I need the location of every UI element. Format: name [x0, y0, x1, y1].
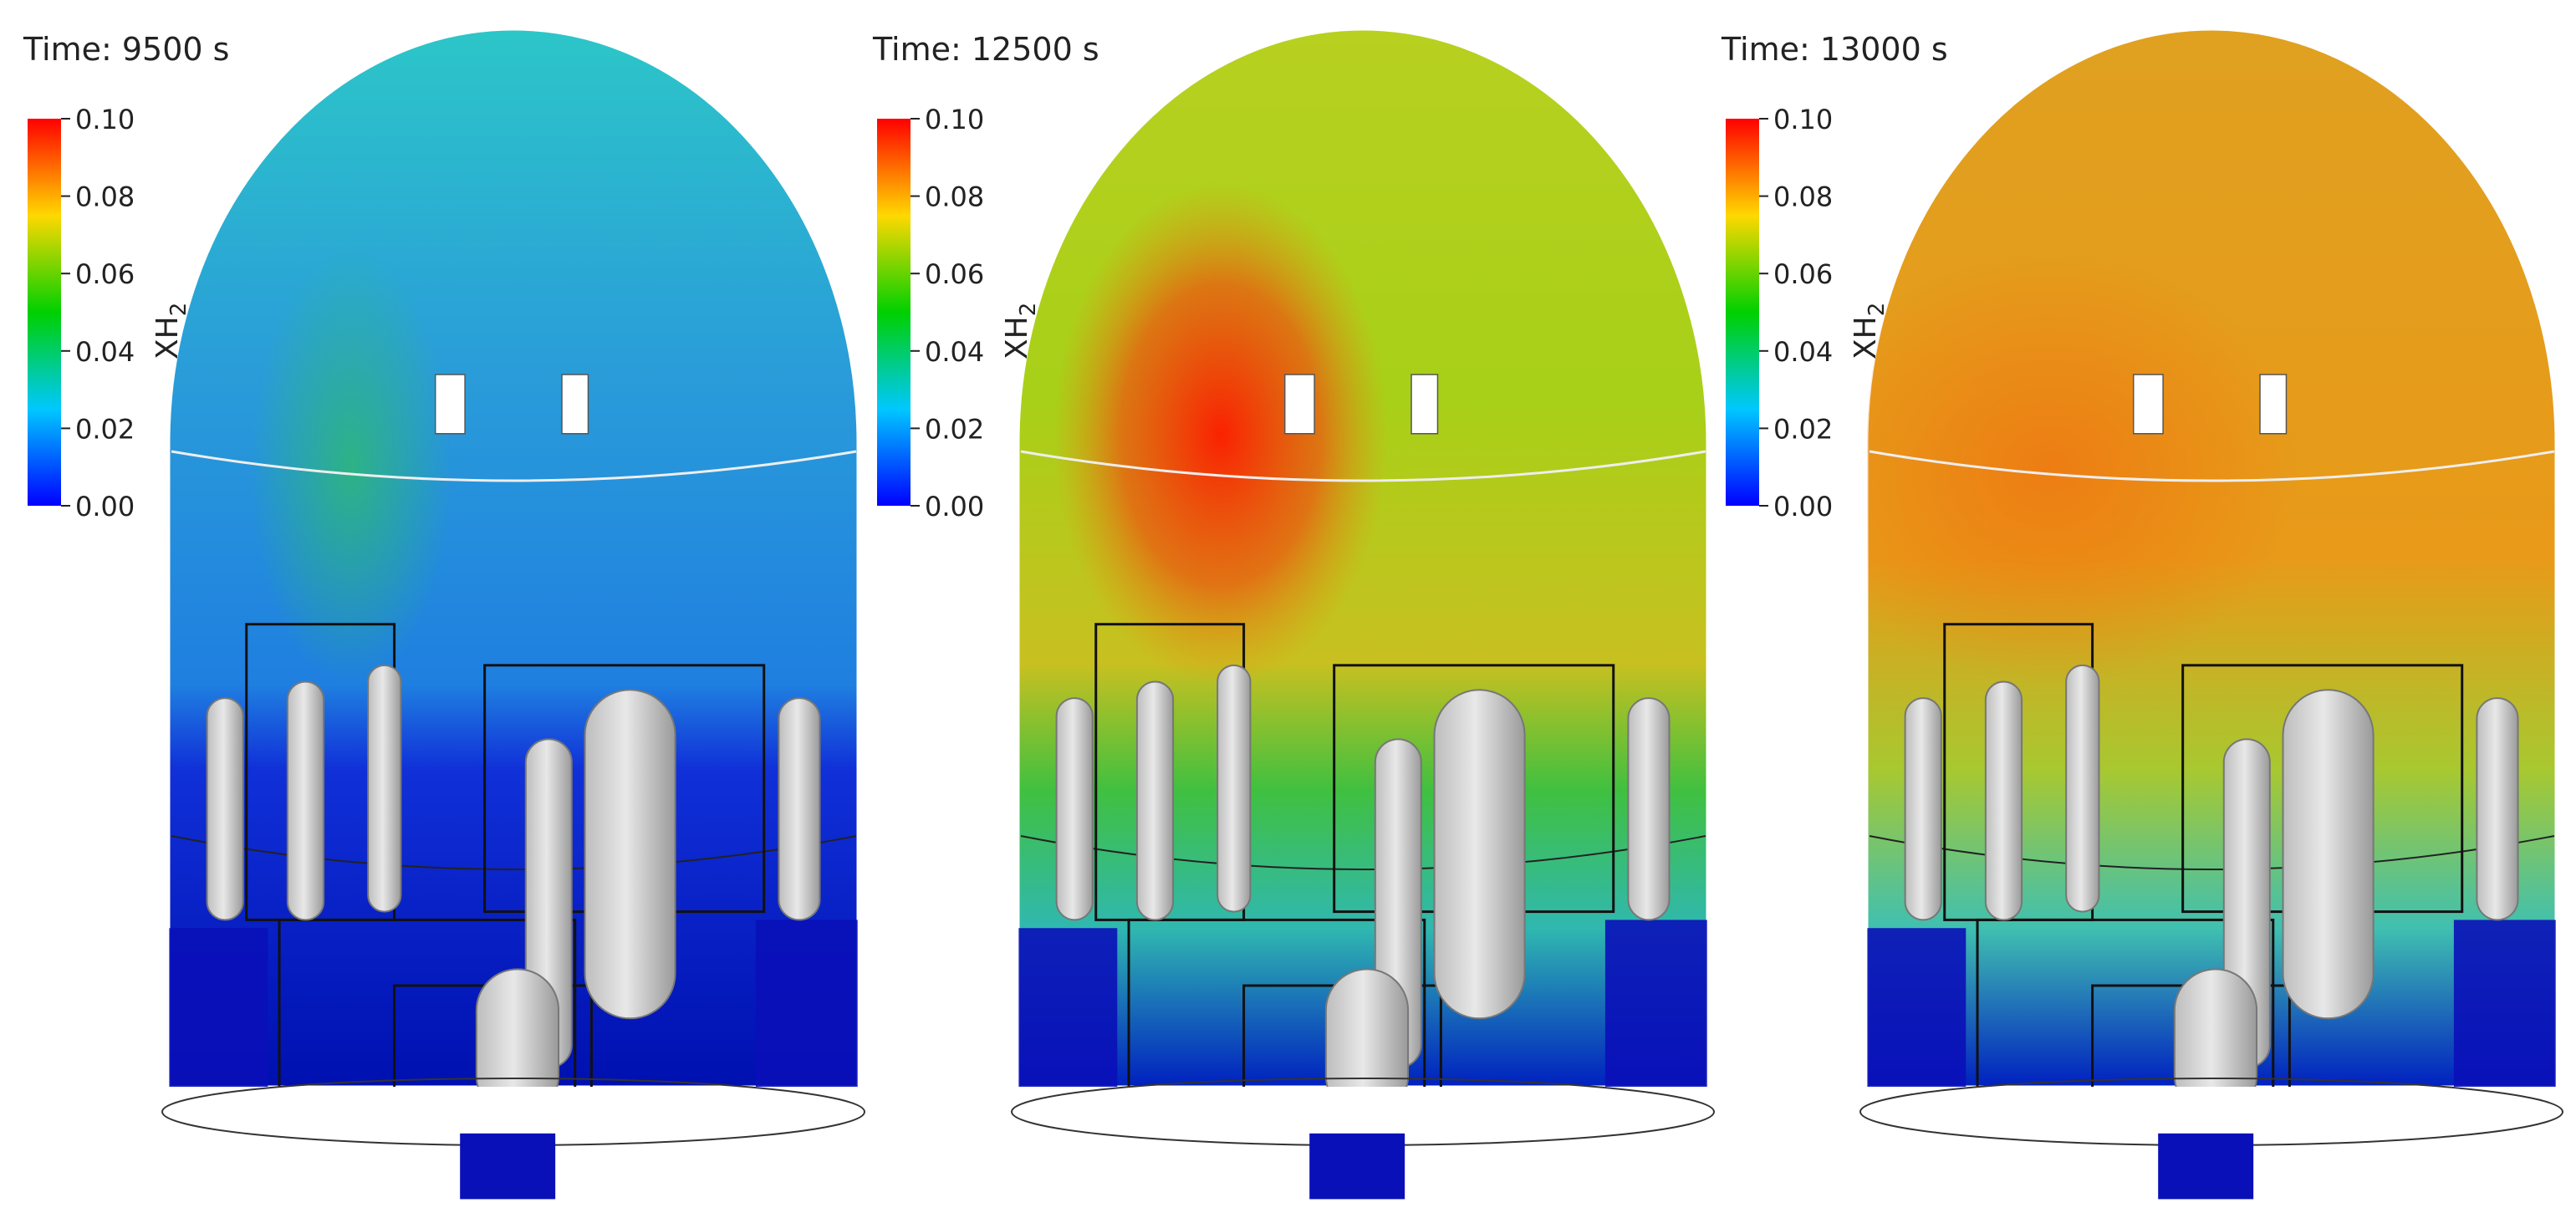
colorbar-tick-label: 0.06 [1773, 258, 1833, 290]
colorbar-tick-label: 0.02 [75, 413, 135, 445]
colorbar-tick-label: 0.00 [1773, 491, 1833, 522]
vessel-field [1867, 251, 2556, 1087]
component [1984, 680, 2023, 921]
compartment [2453, 1083, 2556, 1087]
concentration-blob [1867, 251, 2300, 685]
opening [434, 374, 466, 435]
concentration-blob [251, 251, 451, 685]
colorbar-tick-label: 0.10 [75, 104, 135, 135]
component [475, 968, 560, 1087]
colorbar-tick-label: 0.06 [75, 258, 135, 290]
component [1055, 697, 1094, 921]
colorbar-title: XH2 [150, 303, 191, 359]
component [584, 689, 676, 1020]
component [2476, 697, 2519, 921]
colorbar [877, 119, 911, 506]
component [778, 697, 821, 921]
colorbar-tick-label: 0.02 [1773, 413, 1833, 445]
floor-line [1869, 450, 2555, 482]
equipment-outline [1127, 918, 1426, 1087]
compartment [169, 1083, 268, 1087]
component [367, 664, 402, 913]
panel: Time: 13000 s 0.10 0.08 0.06 0.04 0.02 0.00 XH2 [1721, 28, 2563, 1200]
compartment [169, 928, 268, 1084]
colorbar-tick-label: 0.08 [75, 181, 135, 213]
component [2282, 689, 2375, 1020]
compartment [1867, 1083, 1966, 1087]
colorbar-tick-label: 0.04 [75, 336, 135, 368]
compartment [1018, 928, 1118, 1084]
colorbar-tick-label: 0.08 [1773, 181, 1833, 213]
colorbar-tick-label: 0.08 [925, 181, 984, 213]
opening [2132, 374, 2164, 435]
base-block [2158, 1133, 2254, 1200]
equipment-outline [1976, 918, 2275, 1087]
time-label: Time: 12500 s [872, 31, 1099, 68]
base-block [460, 1133, 556, 1200]
component [2065, 664, 2100, 913]
component [1324, 968, 1410, 1087]
colorbar-tick-label: 0.10 [925, 104, 984, 135]
panel: Time: 12500 s 0.10 0.08 0.06 0.04 0.02 0.00 XH2 [872, 28, 1715, 1200]
opening [1410, 374, 1439, 435]
colorbar-tick-label: 0.04 [925, 336, 984, 368]
opening [1283, 374, 1315, 435]
compartment [1867, 928, 1966, 1084]
floor-line [1869, 835, 2555, 870]
time-label: Time: 13000 s [1721, 31, 1948, 68]
colorbar-tick-label: 0.00 [75, 491, 135, 522]
colorbar-title: XH2 [1849, 303, 1890, 359]
compartment [1604, 1083, 1707, 1087]
vessel-field [1018, 184, 1707, 1087]
floor-line [171, 450, 857, 482]
vessel-field [169, 251, 858, 1087]
compartment [1604, 920, 1707, 1084]
colorbar-tick-label: 0.06 [925, 258, 984, 290]
opening [561, 374, 589, 435]
colorbar-title: XH2 [1000, 303, 1041, 359]
component [1135, 680, 1175, 921]
colorbar-title-main: XH [150, 316, 185, 359]
component [206, 697, 244, 921]
component [1217, 664, 1252, 913]
colorbar [1726, 119, 1759, 506]
opening [2259, 374, 2288, 435]
colorbar-title-main: XH [1849, 316, 1883, 359]
colorbar-title-main: XH [1000, 316, 1034, 359]
compartment [755, 920, 858, 1084]
floor-line [171, 835, 857, 870]
colorbar-tick-label: 0.02 [925, 413, 984, 445]
colorbar-title-subscript: 2 [1016, 303, 1041, 317]
time-label: Time: 9500 s [23, 31, 229, 68]
equipment-outline [278, 918, 577, 1087]
colorbar [28, 119, 61, 506]
colorbar-title-subscript: 2 [166, 303, 191, 317]
floor-line [1020, 450, 1706, 482]
concentration-blob [1053, 184, 1388, 685]
colorbar-title-subscript: 2 [1864, 303, 1890, 317]
component [1627, 697, 1671, 921]
panel: Time: 9500 s 0.10 0.08 0.06 0.04 0.02 0.00 XH2 [23, 28, 865, 1200]
component [1433, 689, 1526, 1020]
compartment [1018, 1083, 1118, 1087]
compartment [755, 1083, 858, 1087]
component [286, 680, 325, 921]
colorbar-tick-label: 0.10 [1773, 104, 1833, 135]
component [1904, 697, 1942, 921]
compartment [2453, 920, 2556, 1084]
colorbar-tick-label: 0.04 [1773, 336, 1833, 368]
floor-line [1020, 835, 1706, 870]
colorbar-tick-label: 0.00 [925, 491, 984, 522]
base-block [1309, 1133, 1405, 1200]
component [2173, 968, 2258, 1087]
